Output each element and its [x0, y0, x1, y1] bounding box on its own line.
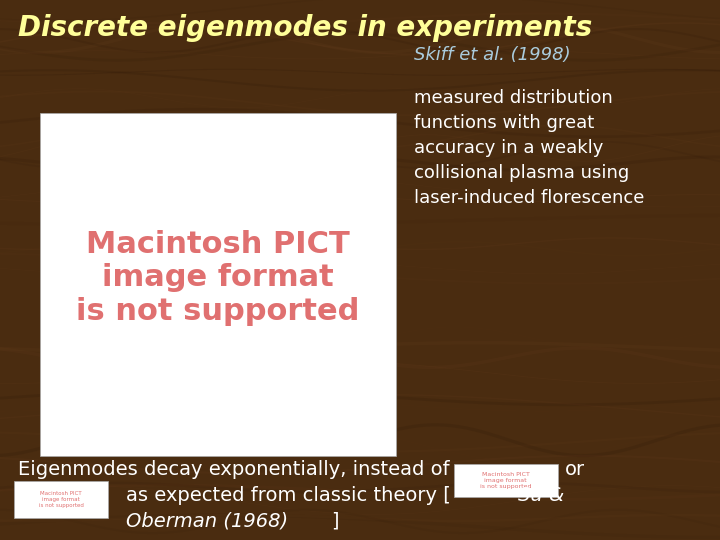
Text: as expected from classic theory [: as expected from classic theory [: [126, 486, 451, 505]
Text: Skiff et al. (1998): Skiff et al. (1998): [414, 46, 571, 64]
Text: Su &: Su &: [518, 486, 564, 505]
Text: Eigenmodes decay exponentially, instead of: Eigenmodes decay exponentially, instead …: [18, 460, 449, 479]
Text: Macintosh PICT
image format
is not supported: Macintosh PICT image format is not suppo…: [76, 230, 359, 326]
Text: Macintosh PICT
image format
is not supported: Macintosh PICT image format is not suppo…: [480, 472, 531, 489]
FancyBboxPatch shape: [14, 481, 108, 518]
Text: Discrete eigenmodes in experiments: Discrete eigenmodes in experiments: [18, 14, 593, 42]
FancyBboxPatch shape: [454, 464, 558, 497]
Text: ]: ]: [331, 511, 338, 530]
Text: Macintosh PICT
image format
is not supported: Macintosh PICT image format is not suppo…: [39, 491, 84, 508]
FancyBboxPatch shape: [40, 113, 396, 456]
Text: Oberman (1968): Oberman (1968): [126, 511, 288, 530]
Text: measured distribution
functions with great
accuracy in a weakly
collisional plas: measured distribution functions with gre…: [414, 89, 644, 207]
Text: or: or: [565, 460, 585, 479]
